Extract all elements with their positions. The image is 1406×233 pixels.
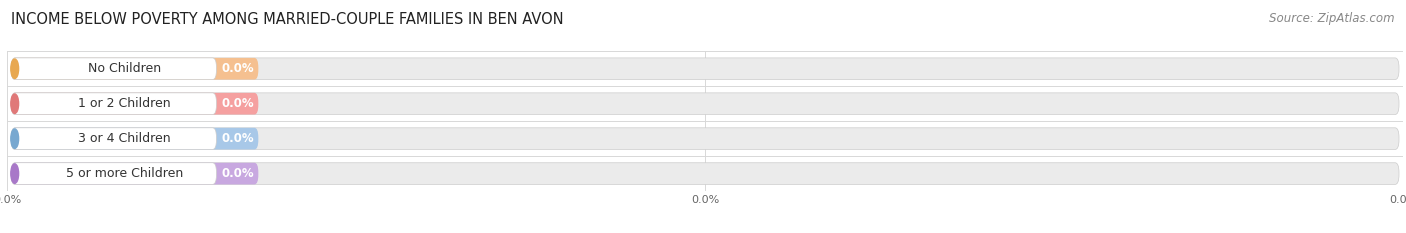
Circle shape [11, 94, 18, 113]
Text: No Children: No Children [89, 62, 162, 75]
FancyBboxPatch shape [11, 93, 259, 115]
FancyBboxPatch shape [11, 58, 217, 80]
FancyBboxPatch shape [11, 128, 1399, 150]
FancyBboxPatch shape [11, 93, 1399, 115]
FancyBboxPatch shape [11, 58, 259, 80]
FancyBboxPatch shape [11, 93, 217, 115]
Circle shape [11, 129, 18, 148]
FancyBboxPatch shape [11, 128, 259, 150]
Circle shape [11, 164, 18, 183]
Text: INCOME BELOW POVERTY AMONG MARRIED-COUPLE FAMILIES IN BEN AVON: INCOME BELOW POVERTY AMONG MARRIED-COUPL… [11, 12, 564, 27]
Text: Source: ZipAtlas.com: Source: ZipAtlas.com [1270, 12, 1395, 25]
Circle shape [11, 59, 18, 79]
Text: 0.0%: 0.0% [221, 167, 253, 180]
FancyBboxPatch shape [11, 58, 1399, 80]
FancyBboxPatch shape [11, 128, 217, 150]
Text: 0.0%: 0.0% [221, 62, 253, 75]
FancyBboxPatch shape [11, 163, 217, 185]
FancyBboxPatch shape [11, 163, 259, 185]
Text: 5 or more Children: 5 or more Children [66, 167, 183, 180]
FancyBboxPatch shape [11, 163, 1399, 185]
Text: 0.0%: 0.0% [221, 97, 253, 110]
Text: 0.0%: 0.0% [221, 132, 253, 145]
Text: 3 or 4 Children: 3 or 4 Children [79, 132, 172, 145]
Text: 1 or 2 Children: 1 or 2 Children [79, 97, 172, 110]
